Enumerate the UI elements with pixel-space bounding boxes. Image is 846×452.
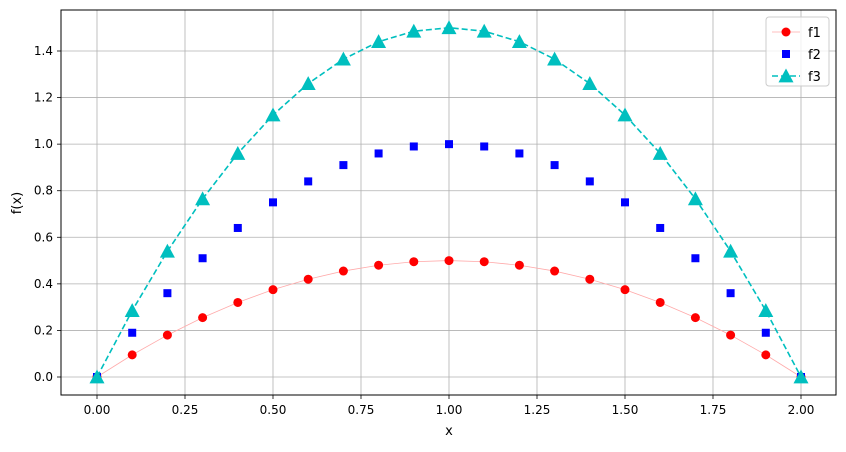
legend-item-f2: f2 (782, 48, 821, 63)
y-tick-label: 0.6 (34, 230, 53, 244)
legend-box (765, 16, 830, 87)
y-tick-label: 0.8 (34, 184, 53, 198)
legend-label: f1 (808, 26, 821, 41)
legend-label: f3 (808, 70, 821, 85)
y-tick-label: 0.2 (34, 323, 53, 337)
x-axis-label: x (445, 424, 453, 439)
x-tick-label: 0.75 (348, 403, 375, 417)
x-tick-label: 1.25 (524, 403, 551, 417)
series-f3 (89, 20, 809, 384)
x-tick-label: 0.50 (260, 403, 287, 417)
x-tick-label: 1.75 (700, 403, 727, 417)
axes-frame (60, 9, 837, 396)
legend-item-f3: f3 (772, 68, 821, 85)
x-axis-ticks: 0.00 0.25 0.50 0.75 1.00 1.25 1.50 1.75 2.00 (84, 395, 815, 417)
y-tick-label: 0.0 (34, 370, 53, 384)
x-tick-label: 1.50 (612, 403, 639, 417)
x-tick-label: 0.25 (172, 403, 199, 417)
grid-lines (61, 10, 836, 395)
y-axis-label: f(x) (10, 192, 25, 214)
plot-series (89, 20, 809, 384)
y-tick-label: 1.0 (34, 137, 53, 151)
legend-item-f1: f1 (772, 26, 821, 41)
y-axis-ticks: 0.0 0.2 0.4 0.6 0.8 1.0 1.2 1.4 (34, 44, 61, 384)
x-tick-label: 0.00 (84, 403, 111, 417)
legend: f1 f2 f3 (765, 16, 830, 87)
legend-label: f2 (808, 48, 821, 63)
y-tick-label: 1.4 (34, 44, 53, 58)
y-tick-label: 0.4 (34, 277, 53, 291)
x-tick-label: 2.00 (788, 403, 815, 417)
x-tick-label: 1.00 (436, 403, 463, 417)
series-f1 (92, 256, 806, 382)
y-tick-label: 1.2 (34, 91, 53, 105)
